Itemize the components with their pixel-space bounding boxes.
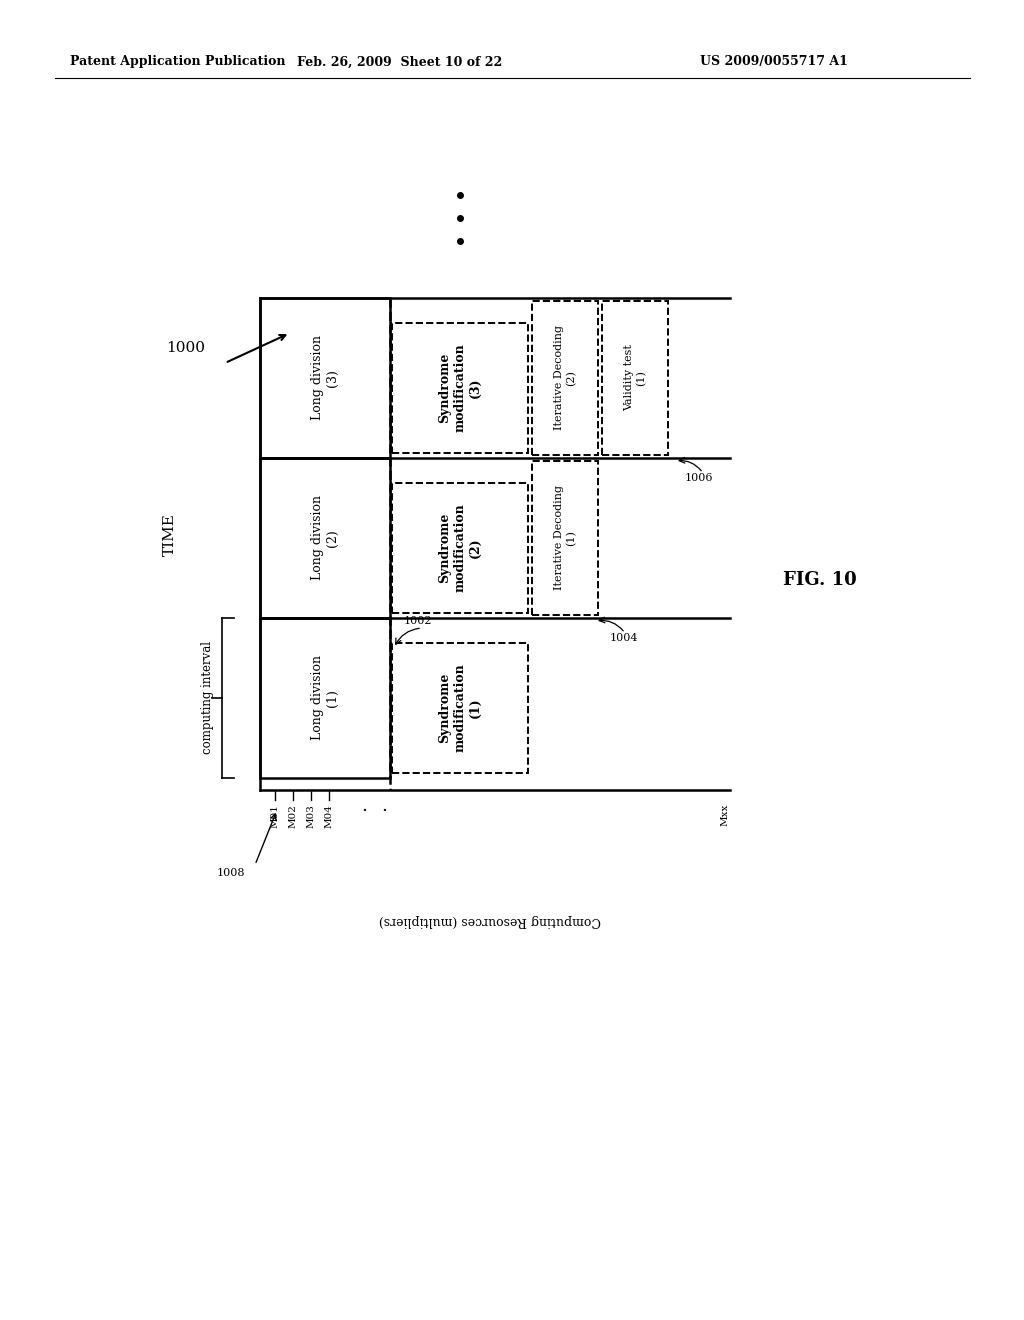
Bar <box>260 618 390 777</box>
Text: 1000: 1000 <box>166 341 205 355</box>
Text: FIG. 10: FIG. 10 <box>783 572 857 589</box>
Bar <box>392 483 528 612</box>
Bar <box>260 458 390 618</box>
Text: 1006: 1006 <box>685 473 714 483</box>
Bar <box>602 301 668 455</box>
Text: ·: · <box>381 803 387 820</box>
Text: 1002: 1002 <box>404 616 432 626</box>
Text: US 2009/0055717 A1: US 2009/0055717 A1 <box>700 55 848 69</box>
Text: M04: M04 <box>325 804 334 828</box>
Bar <box>532 461 598 615</box>
Text: Syndrome
modification
(2): Syndrome modification (2) <box>438 504 481 593</box>
Text: Feb. 26, 2009  Sheet 10 of 22: Feb. 26, 2009 Sheet 10 of 22 <box>297 55 503 69</box>
Text: 1008: 1008 <box>216 869 245 878</box>
Text: Mxx: Mxx <box>721 804 729 826</box>
Text: Iterative Decoding
(2): Iterative Decoding (2) <box>554 326 575 430</box>
Text: Validity test
(1): Validity test (1) <box>624 345 646 412</box>
Text: Syndrome
modification
(3): Syndrome modification (3) <box>438 343 481 433</box>
Text: M01: M01 <box>270 804 280 828</box>
Bar <box>260 298 390 458</box>
Text: 1004: 1004 <box>610 634 639 643</box>
Text: Long division
(1): Long division (1) <box>311 656 339 741</box>
Text: Computing Resources (multipliers): Computing Resources (multipliers) <box>379 913 601 927</box>
Text: Syndrome
modification
(1): Syndrome modification (1) <box>438 664 481 752</box>
Text: Patent Application Publication: Patent Application Publication <box>70 55 286 69</box>
Bar <box>392 643 528 774</box>
Text: Iterative Decoding
(1): Iterative Decoding (1) <box>554 486 575 590</box>
Text: computing interval: computing interval <box>201 642 213 755</box>
Bar <box>532 301 598 455</box>
Text: TIME: TIME <box>163 513 177 557</box>
Text: M02: M02 <box>289 804 298 828</box>
Bar <box>392 323 528 453</box>
Text: Long division
(2): Long division (2) <box>311 495 339 581</box>
Text: ·: · <box>360 803 367 820</box>
Text: Long division
(3): Long division (3) <box>311 335 339 421</box>
Text: M03: M03 <box>306 804 315 828</box>
